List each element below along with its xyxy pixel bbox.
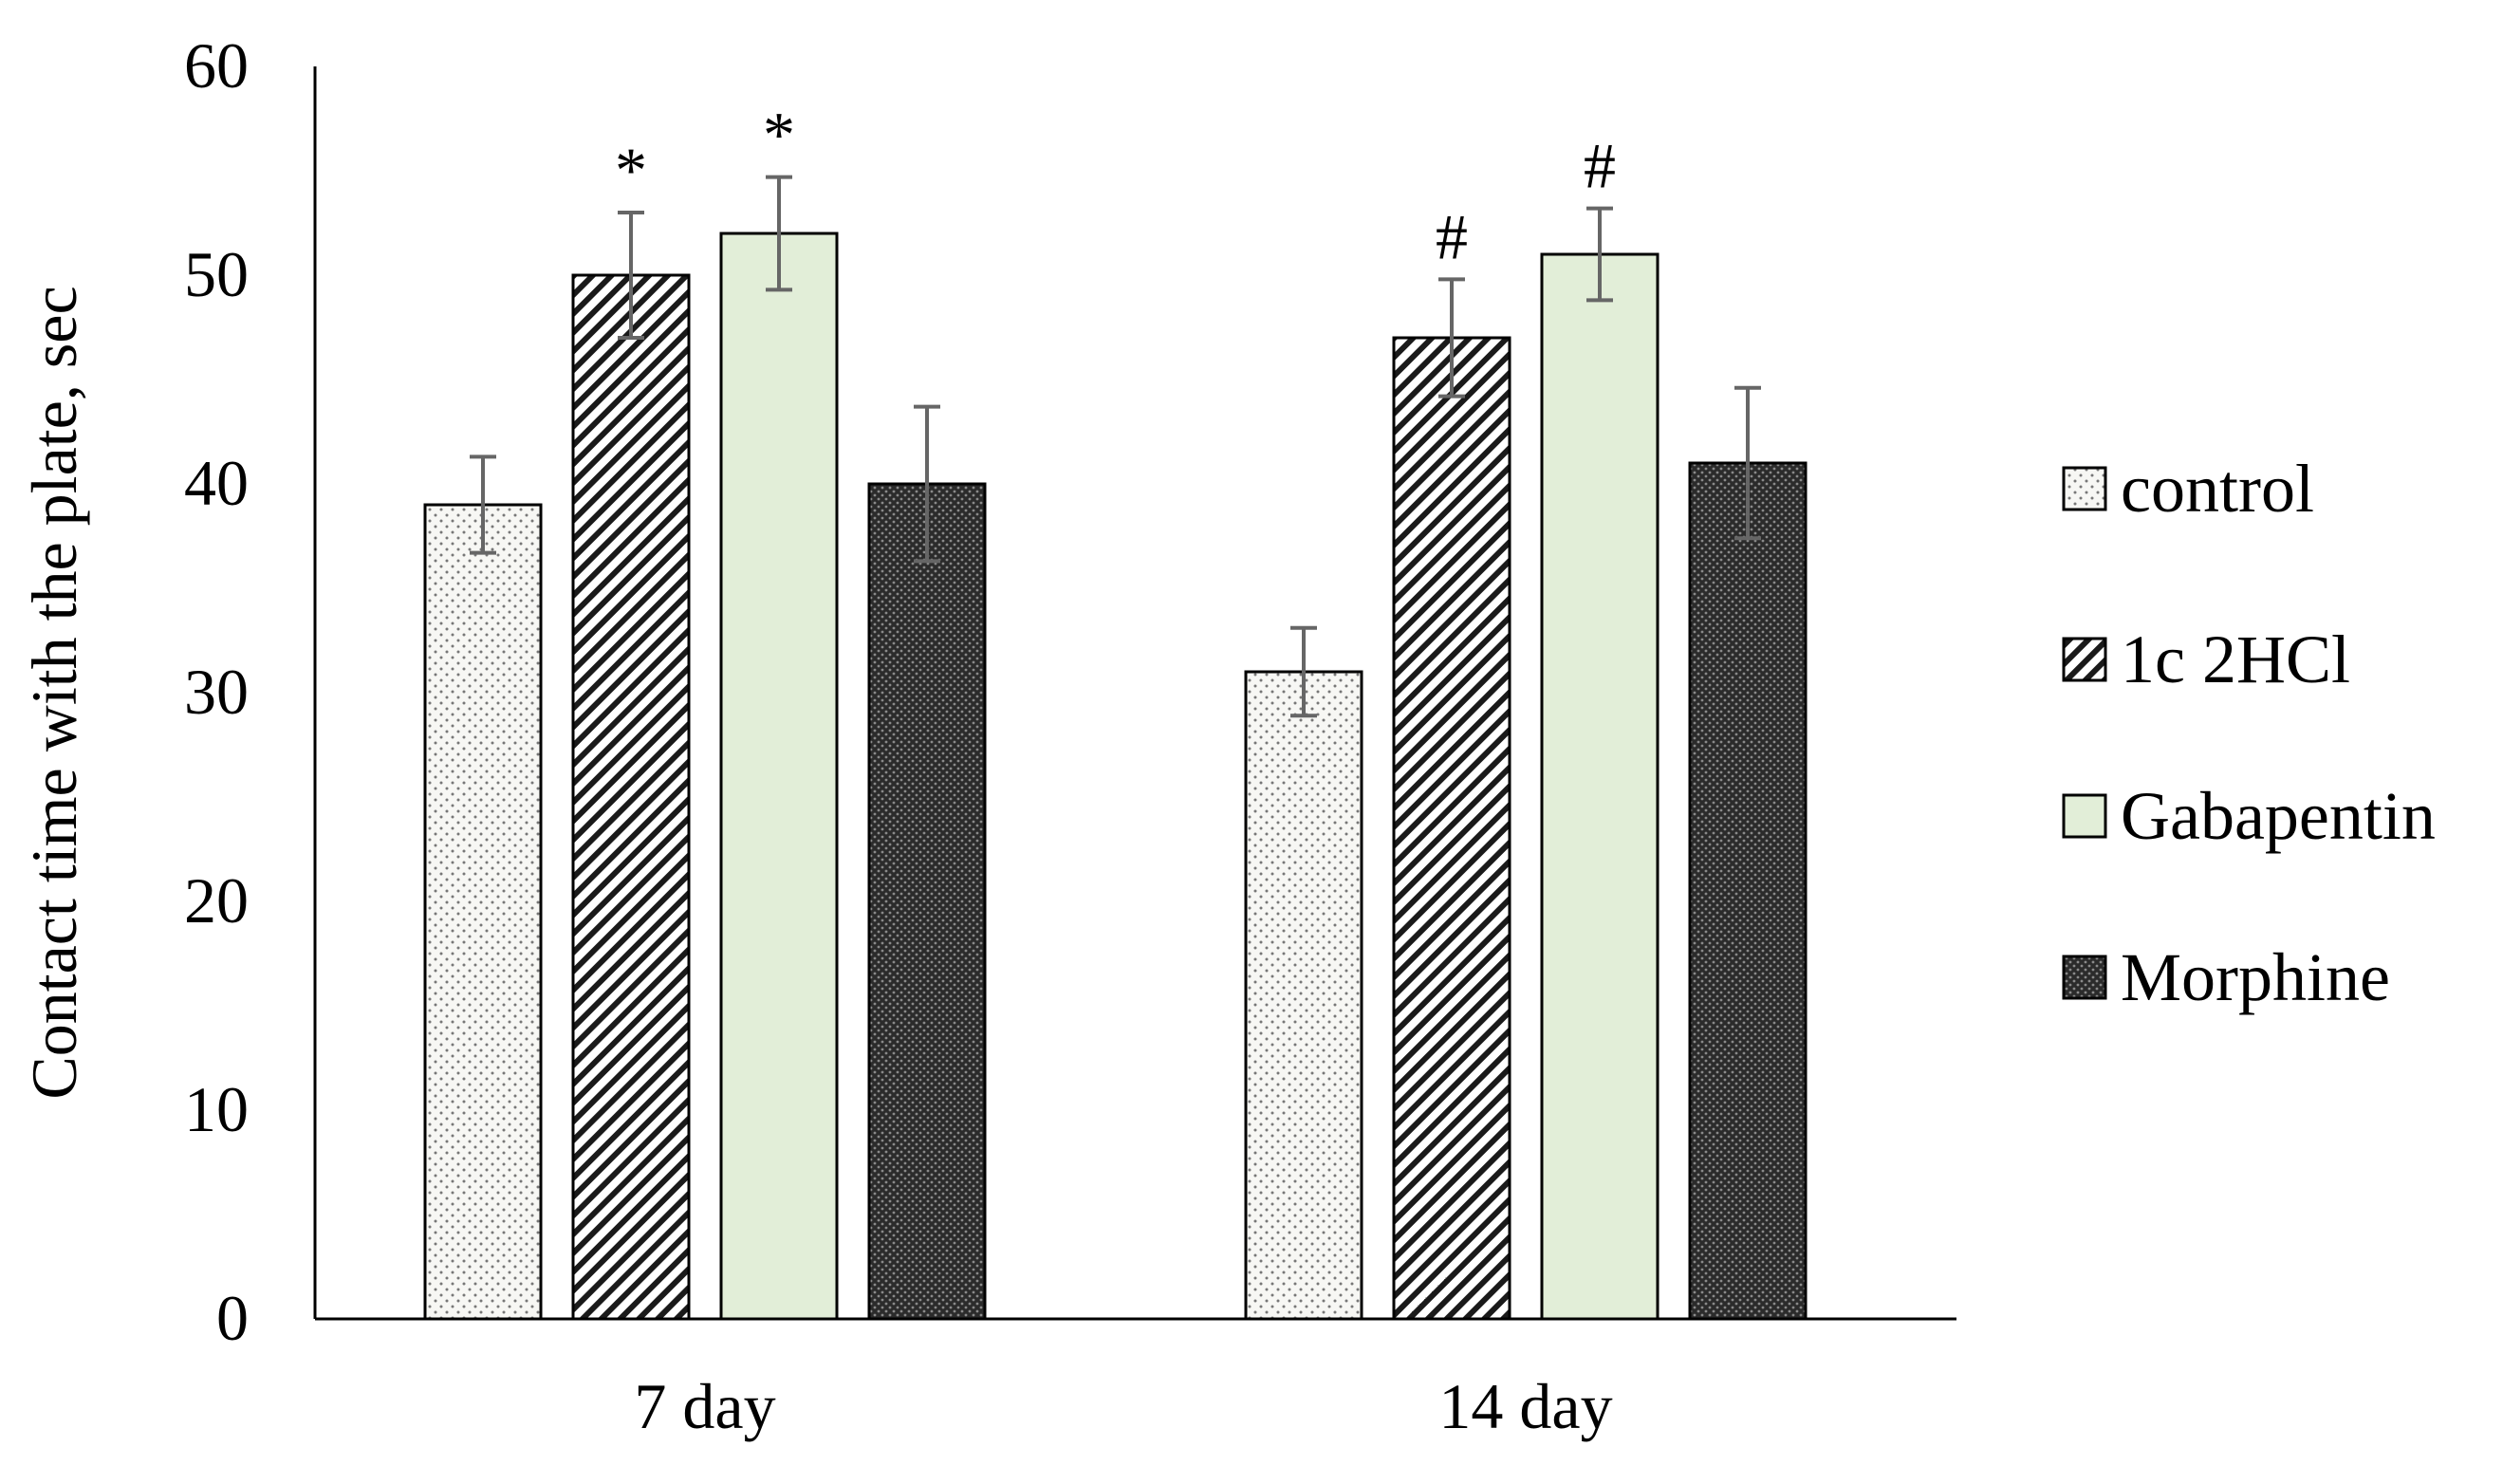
bar-morphine — [1688, 461, 1808, 1321]
legend-label: Morphine — [2121, 939, 2390, 1015]
bar-morphine — [867, 482, 987, 1321]
legend-swatch — [2062, 637, 2107, 682]
bar-control — [1244, 670, 1363, 1321]
bar-gabapentin — [719, 232, 839, 1321]
significance-marker: # — [1436, 200, 1468, 272]
bar-gabapentin — [1540, 252, 1659, 1321]
bar-1c-2hcl — [571, 273, 691, 1321]
significance-marker: * — [615, 134, 647, 206]
legend-swatch — [2062, 955, 2107, 1000]
y-tick-label: 10 — [184, 1073, 249, 1145]
x-tick-label: 7 day — [634, 1370, 775, 1442]
legend-label: 1c 2HCl — [2121, 621, 2350, 697]
bars-group — [423, 232, 1808, 1321]
legend-swatch — [2062, 793, 2107, 839]
y-tick-label: 0 — [216, 1282, 249, 1354]
y-tick-label: 20 — [184, 864, 249, 937]
y-tick-label: 50 — [184, 238, 249, 310]
significance-marker: * — [763, 99, 795, 171]
annotations-group: * # * # — [615, 99, 1616, 273]
error-bars-group — [470, 175, 1761, 718]
x-tick-label: 14 day — [1438, 1370, 1612, 1442]
y-tick-label: 40 — [184, 447, 249, 519]
bar-1c-2hcl — [1392, 336, 1511, 1321]
y-axis-title: Contact time with the plate, sec — [18, 286, 90, 1099]
legend-label: Gabapentin — [2121, 778, 2436, 854]
y-tick-label: 60 — [184, 29, 249, 102]
bar-control — [423, 503, 543, 1321]
x-tick-labels: 7 day 14 day — [634, 1370, 1612, 1442]
legend: control 1c 2HCl Gabapentin Morphine — [2062, 451, 2436, 1015]
significance-marker: # — [1584, 130, 1616, 202]
y-tick-labels: 0 10 20 30 40 50 60 — [184, 29, 249, 1354]
y-tick-label: 30 — [184, 656, 249, 728]
legend-label: control — [2121, 451, 2314, 527]
legend-swatch — [2062, 466, 2107, 511]
